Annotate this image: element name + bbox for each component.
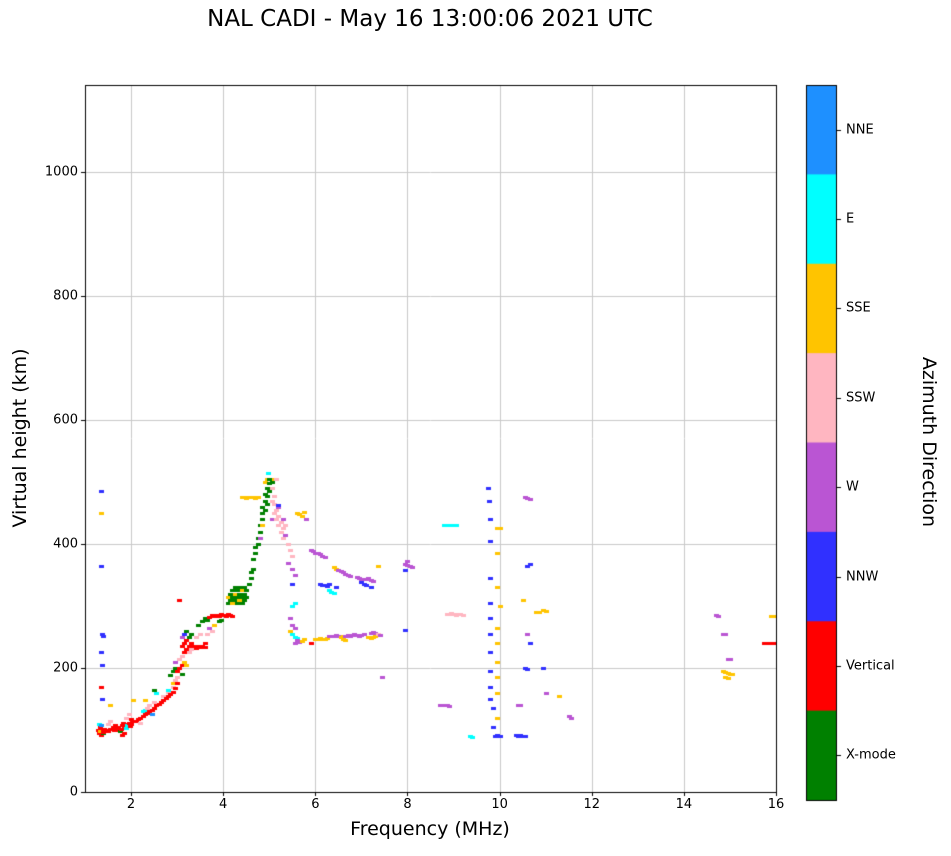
x-tick-label: 10	[491, 797, 508, 812]
y-tick-label: 800	[53, 288, 78, 304]
x-tick-label: 2	[126, 797, 136, 812]
colorbar-category-label: W	[846, 479, 859, 495]
x-axis-label: Frequency (MHz)	[350, 818, 510, 840]
colorbar-category-label: NNW	[846, 569, 879, 585]
x-tick-label: 6	[311, 797, 320, 812]
x-tick-label: 4	[219, 797, 228, 812]
y-tick-label: 400	[53, 536, 78, 552]
x-tick-label: 8	[403, 797, 412, 812]
colorbar-category-label: E	[846, 211, 855, 227]
colorbar-category-label: NNE	[846, 122, 874, 138]
y-tick-label: 200	[53, 660, 78, 676]
colorbar-label: Azimuth Direction	[918, 356, 940, 528]
y-tick-label: 0	[69, 784, 78, 800]
colorbar-category-label: SSW	[846, 390, 876, 406]
colorbar-category-label: X-mode	[846, 747, 896, 763]
chart-title: NAL CADI - May 16 13:00:06 2021 UTC	[207, 6, 653, 32]
x-tick-label: 16	[767, 797, 785, 812]
x-tick-label: 14	[675, 797, 693, 812]
colorbar-category-label: Vertical	[846, 658, 895, 674]
y-tick-label: 1000	[44, 164, 78, 180]
colorbar-category-label: SSE	[846, 300, 871, 316]
y-axis-label: Virtual height (km)	[9, 348, 31, 528]
x-tick-label: 12	[583, 797, 600, 812]
y-tick-label: 600	[53, 412, 78, 428]
